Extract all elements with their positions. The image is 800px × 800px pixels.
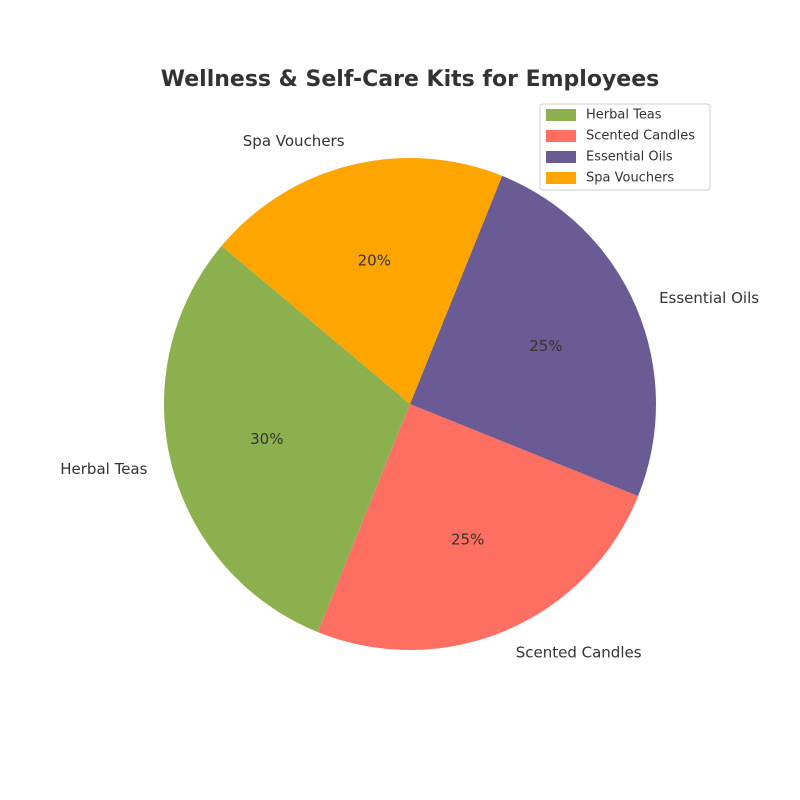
chart-title: Wellness & Self-Care Kits for Employees [161,67,660,92]
pie-slice-spa-vouchers [221,157,503,404]
category-label-scented-candles: Scented Candles [516,644,642,662]
percent-label-spa-vouchers: 20% [358,251,391,269]
pie-slices [164,157,656,650]
percent-label-herbal-teas: 30% [250,430,283,448]
pie-slice-herbal-teas [164,245,410,633]
legend-frame [539,103,711,191]
percent-labels: 30% 25% 25% 20% [250,251,562,548]
percent-label-essential-oils: 25% [529,337,562,355]
category-labels: Herbal Teas Scented Candles Essential Oils… [60,132,759,662]
legend-swatch-scented-candles [546,130,576,142]
pie-slice-essential-oils [410,175,656,497]
pie-slice-scented-candles [317,404,639,650]
legend-label-herbal-teas: Herbal Teas [586,108,662,123]
category-label-spa-vouchers: Spa Vouchers [243,132,345,150]
category-label-herbal-teas: Herbal Teas [60,460,147,478]
legend: Herbal Teas Scented Candles Essential Oils… [539,103,711,191]
legend-label-spa-vouchers: Spa Vouchers [586,171,674,186]
legend-swatch-essential-oils [546,151,576,163]
legend-swatch-spa-vouchers [546,172,576,184]
legend-label-scented-candles: Scented Candles [586,129,695,144]
legend-swatch-herbal-teas [546,109,576,121]
legend-label-essential-oils: Essential Oils [586,150,673,165]
category-label-essential-oils: Essential Oils [659,289,759,307]
percent-label-scented-candles: 25% [451,530,484,548]
